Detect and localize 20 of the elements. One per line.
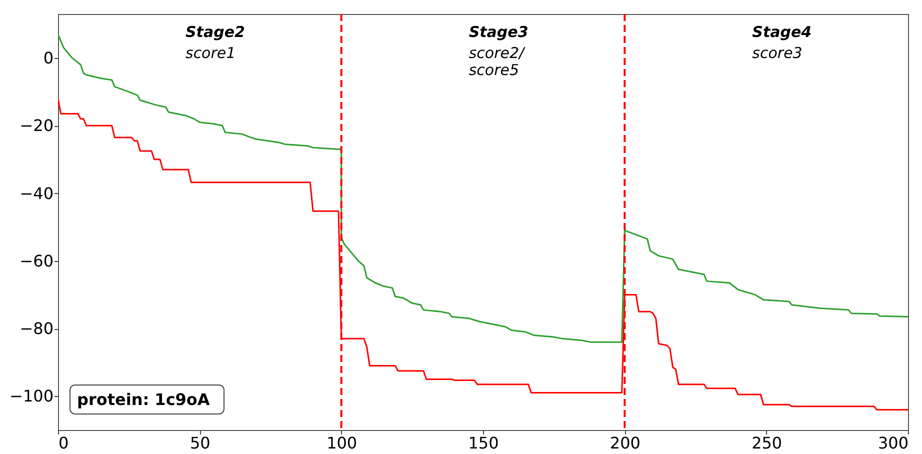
annotation: protein: 1c9oA <box>77 390 210 409</box>
y-tick-label: 0 <box>43 48 54 68</box>
x-tick-label: 100 <box>326 434 358 452</box>
x-tick-label: 200 <box>610 434 640 452</box>
y-tick-label: −60 <box>20 251 54 270</box>
x-tick-label: 300 <box>878 434 908 452</box>
x-tick-label: 250 <box>752 434 782 452</box>
annotation: score3 <box>752 44 802 62</box>
x-tick-label: 150 <box>468 434 499 452</box>
x-tick-label: 50 <box>190 434 210 452</box>
y-tick-label: −100 <box>10 386 54 406</box>
annotation: Stage3 <box>468 23 528 41</box>
annotation: score2/ score5 <box>468 44 526 79</box>
y-tick-label: −80 <box>20 319 54 338</box>
annotation: Stage2 <box>186 23 245 41</box>
y-tick-label: −20 <box>20 116 54 136</box>
annotation: score1 <box>186 44 236 62</box>
y-tick-label: −40 <box>20 184 54 203</box>
annotation: Stage4 <box>752 23 812 41</box>
x-tick-label: 0 <box>58 434 69 452</box>
